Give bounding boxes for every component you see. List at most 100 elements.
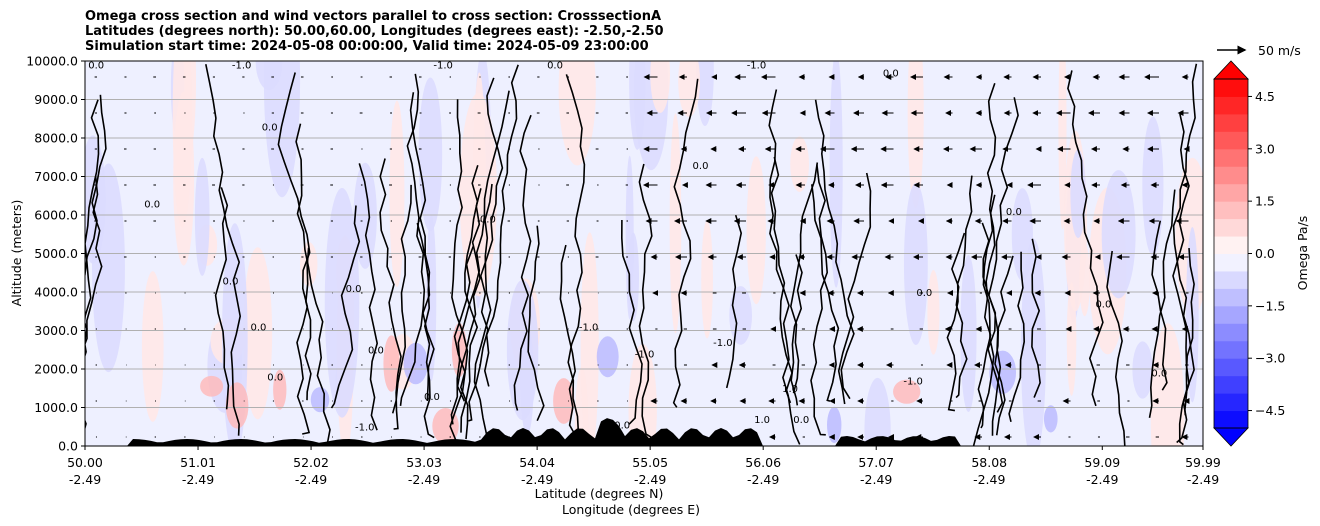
omega-field-patch [1079,243,1090,317]
omega-field-patch-strong [225,382,249,429]
x-axis: 50.00 -2.49 51.01 -2.49 52.02 -2.49 53.03 -2.49… [67,446,1221,487]
colorbar-segment [1214,410,1248,429]
x-tick-label-latitude: 55.05 [632,455,668,470]
omega-field-patch [92,163,125,373]
y-tick-label: 7000.0 [34,169,78,184]
contour-label: 0.0 [916,288,932,299]
contour-label: 0.0 [424,392,440,403]
contour-line [513,114,532,411]
omega-field-patch [418,77,443,232]
x-tick-label-longitude: -2.49 [973,472,1005,487]
contour-label: 0.0 [267,373,283,384]
colorbar-tick-label: 1.5 [1255,194,1275,209]
contour-line [977,82,997,429]
contour-label: 0.0 [883,68,899,79]
colorbar: 4.5 3.0 1.5 0.0 −1.5 −3.0 −4.5 [1213,60,1285,447]
colorbar-extend-max [1213,60,1249,80]
y-tick-label: 6000.0 [34,208,78,223]
contour-line [451,99,469,440]
contour-line [205,64,242,436]
x-axis-label-longitude: Longitude (degrees E) [562,502,700,517]
y-tick-label: 5000.0 [34,246,78,261]
x-tick-label-latitude: 57.07 [858,455,894,470]
omega-field-patch [580,232,599,446]
chart-subtitle-coordinates: Latitudes (degrees north): 50.00,60.00, … [85,24,664,39]
omega-field-patch [701,220,713,339]
contour-line [559,244,577,437]
x-tick-label-latitude: 56.06 [745,455,781,470]
x-tick-label-longitude: -2.49 [747,472,779,487]
x-tick-label-latitude: 52.02 [293,455,329,470]
contour-label: -1.0 [579,323,599,334]
omega-field-patch [1058,61,1067,230]
contour-line [837,172,872,405]
contour-label: 0.0 [547,61,563,72]
contour-line [460,165,479,433]
omega-field-patch [907,61,924,209]
x-tick-label-longitude: -2.49 [1187,472,1219,487]
colorbar-segment [1214,96,1248,115]
x-tick-label-latitude: 50.00 [67,455,103,470]
omega-field-patch [141,271,164,422]
omega-field-patch [790,136,809,192]
contour-line [565,74,586,441]
omega-field-patch [650,61,670,113]
contour-line [449,246,474,443]
omega-field-patch [324,187,360,418]
omega-field-patch-strong [383,335,400,392]
colorbar-segment [1214,148,1248,167]
terrain-profile [85,418,1203,446]
contour-line [1008,251,1026,422]
contour-line [988,97,1019,436]
contour-line [409,92,435,439]
omega-field-patch [629,61,646,150]
colorbar-segment [1214,218,1248,237]
contour-label: 0.0 [368,346,384,357]
omega-field-patch [1142,116,1164,256]
colorbar-segment [1214,340,1248,359]
omega-field-patch [194,157,210,276]
contour-line [972,194,996,446]
x-tick-label-longitude: -2.49 [860,472,892,487]
y-tick-label: 4000.0 [34,285,78,300]
contour-label: 0.0 [480,215,496,226]
colorbar-segment [1214,236,1248,254]
omega-field-patch-strong [273,369,287,410]
y-tick-label: 9000.0 [34,92,78,107]
contour-line [770,156,793,404]
colorbar-segment [1214,393,1248,412]
contour-line [85,94,107,346]
contour-label: 0.0 [1006,207,1022,218]
colorbar-segment [1214,305,1248,324]
contour-line [638,163,654,439]
colorbar-segment [1214,79,1248,97]
contour-line [946,175,973,412]
plot-area: 0.0 0.0 0.0 0.0 0.0 0.0 0.0 0.0 0.0 0.0 0.0 0.0 0.0 0… [85,61,1203,446]
x-tick-label-latitude: 51.01 [180,455,216,470]
colorbar-extend-min [1213,427,1249,447]
y-tick-label: 1000.0 [34,400,78,415]
colorbar-label: Omega Pa/s [1295,216,1310,291]
omega-field-patch-strong [893,379,921,404]
contour-line [473,183,493,442]
colorbar-tick-label: 3.0 [1255,141,1275,156]
x-tick-label-latitude: 58.08 [971,455,1007,470]
colorbar-segment [1214,253,1248,272]
x-tick-label-latitude: 53.03 [406,455,442,470]
omega-field-patch-strong [827,406,842,444]
contour-label: 0.0 [614,421,630,432]
omega-field-patch [255,61,283,90]
colorbar-tick-label: −4.5 [1255,403,1285,418]
contour-line [789,162,819,394]
contour-line [358,163,379,431]
chart-title-block: Omega cross section and wind vectors par… [85,9,664,54]
contour-label: 1.0 [754,415,770,426]
contour-line [951,232,968,399]
chart-title: Omega cross section and wind vectors par… [85,9,662,24]
omega-field-patch [960,254,977,413]
wind-vectors [94,74,1190,440]
contour-label: 0.0 [1151,369,1167,380]
contour-label: 0.0 [251,323,267,334]
contour-label: 0.0 [693,161,709,172]
